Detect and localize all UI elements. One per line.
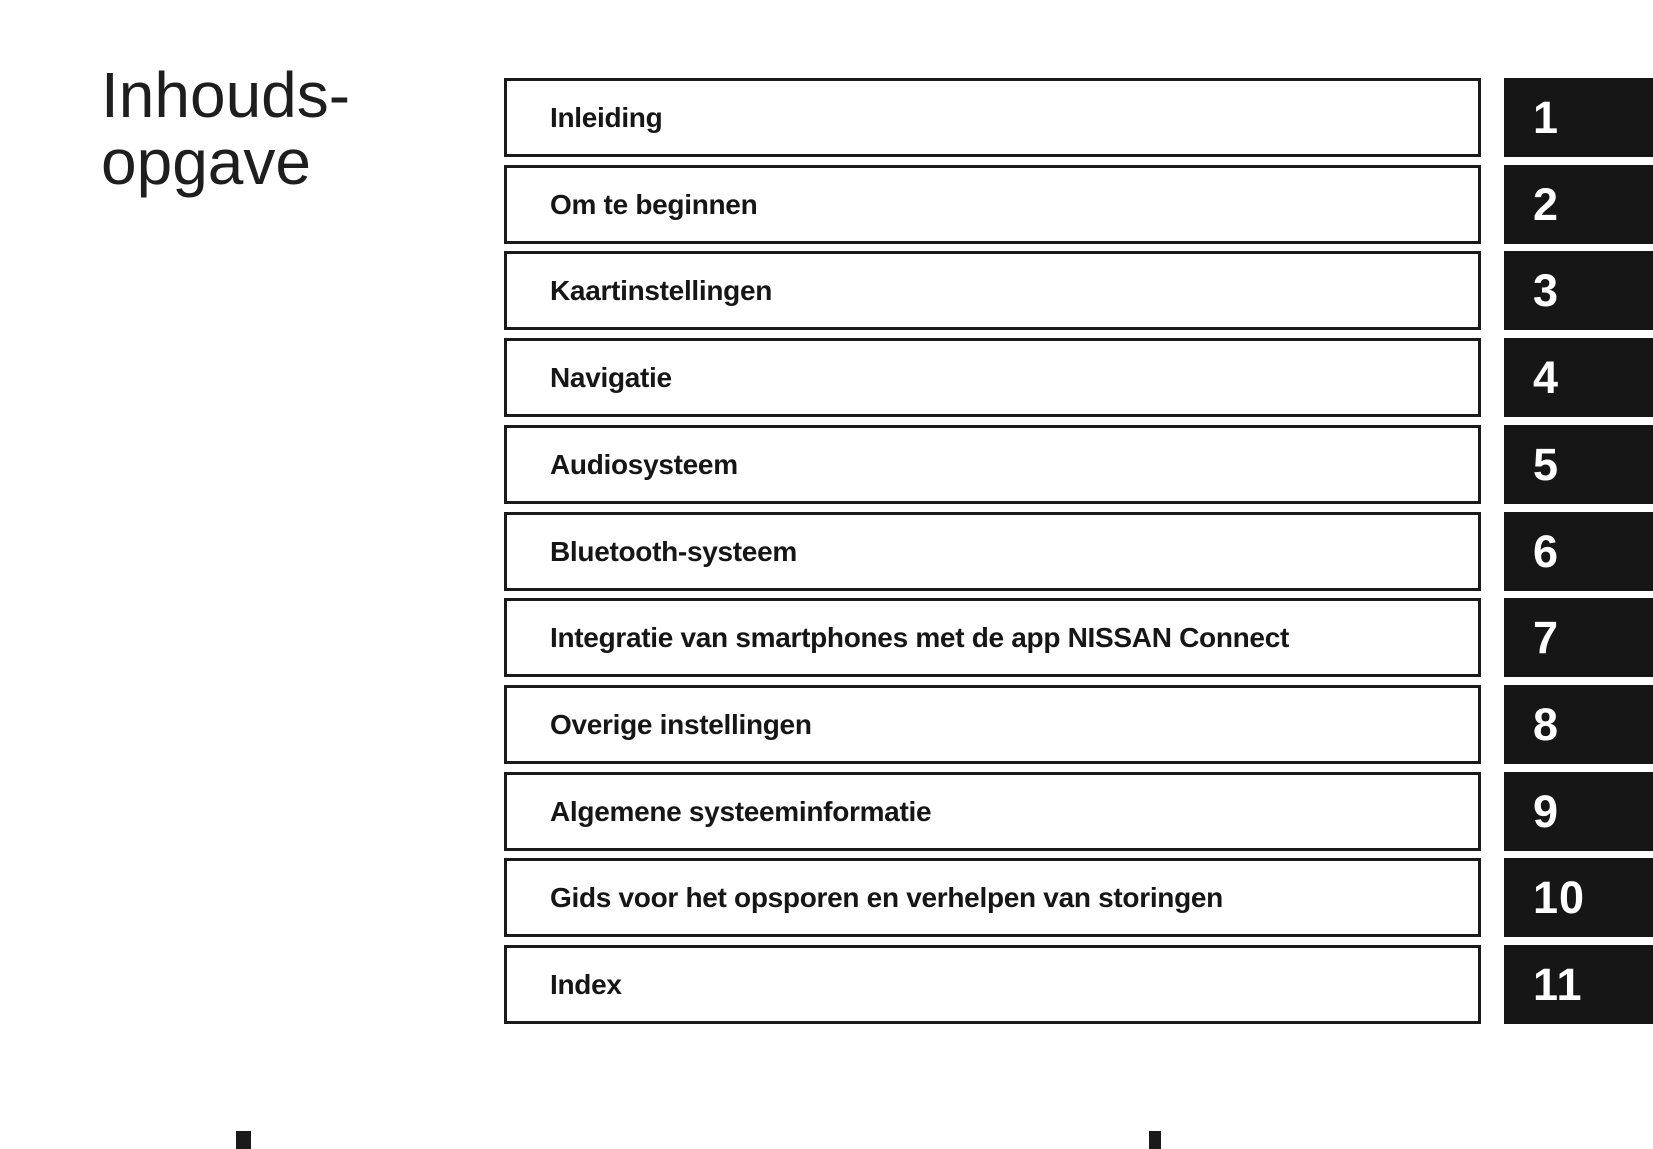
chapter-box: Overige instellingen xyxy=(504,685,1481,764)
chapter-number-tab: 2 xyxy=(1504,165,1653,244)
chapter-number: 4 xyxy=(1533,351,1560,403)
chapter-label: Navigatie xyxy=(550,361,672,393)
toc-row: Om te beginnen 2 xyxy=(504,165,1653,244)
chapter-number: 1 xyxy=(1533,91,1560,143)
page-title-line-2: opgave xyxy=(101,126,311,198)
chapter-label: Gids voor het opsporen en verhelpen van … xyxy=(550,881,1223,913)
chapter-number: 3 xyxy=(1533,264,1560,316)
chapter-number: 8 xyxy=(1533,698,1560,750)
chapter-number-tab: 1 xyxy=(1504,78,1653,157)
chapter-box: Navigatie xyxy=(504,338,1481,417)
row-gap xyxy=(1481,165,1504,244)
chapter-number-tab: 3 xyxy=(1504,251,1653,330)
chapter-label: Algemene systeeminformatie xyxy=(550,795,932,827)
row-gap xyxy=(1481,945,1504,1024)
page-title-line-1: Inhouds- xyxy=(101,59,351,131)
chapter-box: Gids voor het opsporen en verhelpen van … xyxy=(504,858,1481,937)
row-gap xyxy=(1481,858,1504,937)
chapter-number-tab: 7 xyxy=(1504,598,1653,677)
toc-row: Integratie van smartphones met de app NI… xyxy=(504,598,1653,677)
toc-row: Kaartinstellingen 3 xyxy=(504,251,1653,330)
toc-row: Navigatie 4 xyxy=(504,338,1653,417)
chapter-box: Audiosysteem xyxy=(504,425,1481,504)
chapter-box: Inleiding xyxy=(504,78,1481,157)
toc-row: Bluetooth-systeem 6 xyxy=(504,512,1653,591)
chapter-number: 2 xyxy=(1533,178,1560,230)
chapter-label: Bluetooth-systeem xyxy=(550,535,797,567)
chapter-label: Index xyxy=(550,968,622,1000)
chapter-number-tab: 6 xyxy=(1504,512,1653,591)
chapter-label: Kaartinstellingen xyxy=(550,274,773,306)
row-gap xyxy=(1481,338,1504,417)
row-gap xyxy=(1481,251,1504,330)
chapter-number: 10 xyxy=(1533,871,1586,923)
row-gap xyxy=(1481,512,1504,591)
chapter-number: 6 xyxy=(1533,525,1560,577)
chapter-label: Audiosysteem xyxy=(550,448,738,480)
chapter-number-tab: 4 xyxy=(1504,338,1653,417)
chapter-number: 7 xyxy=(1533,611,1560,663)
toc-row: Overige instellingen 8 xyxy=(504,685,1653,764)
row-gap xyxy=(1481,772,1504,851)
row-gap xyxy=(1481,78,1504,157)
toc-row: Algemene systeeminformatie 9 xyxy=(504,772,1653,851)
toc-row: Index 11 xyxy=(504,945,1653,1024)
chapter-label: Overige instellingen xyxy=(550,708,812,740)
chapter-box: Integratie van smartphones met de app NI… xyxy=(504,598,1481,677)
chapter-number: 5 xyxy=(1533,438,1560,490)
registration-mark-left-icon xyxy=(236,1131,251,1149)
chapter-label: Inleiding xyxy=(550,101,663,133)
chapter-number-tab: 10 xyxy=(1504,858,1653,937)
chapter-label: Om te beginnen xyxy=(550,188,758,220)
toc-row: Inleiding 1 xyxy=(504,78,1653,157)
chapter-box: Bluetooth-systeem xyxy=(504,512,1481,591)
chapter-number: 11 xyxy=(1533,958,1583,1010)
registration-mark-right-icon xyxy=(1149,1131,1161,1149)
chapter-number-tab: 5 xyxy=(1504,425,1653,504)
row-gap xyxy=(1481,425,1504,504)
chapter-box: Index xyxy=(504,945,1481,1024)
chapter-number-tab: 9 xyxy=(1504,772,1653,851)
chapter-box: Kaartinstellingen xyxy=(504,251,1481,330)
chapter-box: Om te beginnen xyxy=(504,165,1481,244)
chapter-box: Algemene systeeminformatie xyxy=(504,772,1481,851)
chapter-label: Integratie van smartphones met de app NI… xyxy=(550,621,1289,653)
chapter-number-tab: 8 xyxy=(1504,685,1653,764)
page-title: Inhouds- opgave xyxy=(101,62,350,196)
toc-row: Audiosysteem 5 xyxy=(504,425,1653,504)
row-gap xyxy=(1481,685,1504,764)
row-gap xyxy=(1481,598,1504,677)
toc-row: Gids voor het opsporen en verhelpen van … xyxy=(504,858,1653,937)
chapter-number-tab: 11 xyxy=(1504,945,1653,1024)
chapter-number: 9 xyxy=(1533,785,1560,837)
